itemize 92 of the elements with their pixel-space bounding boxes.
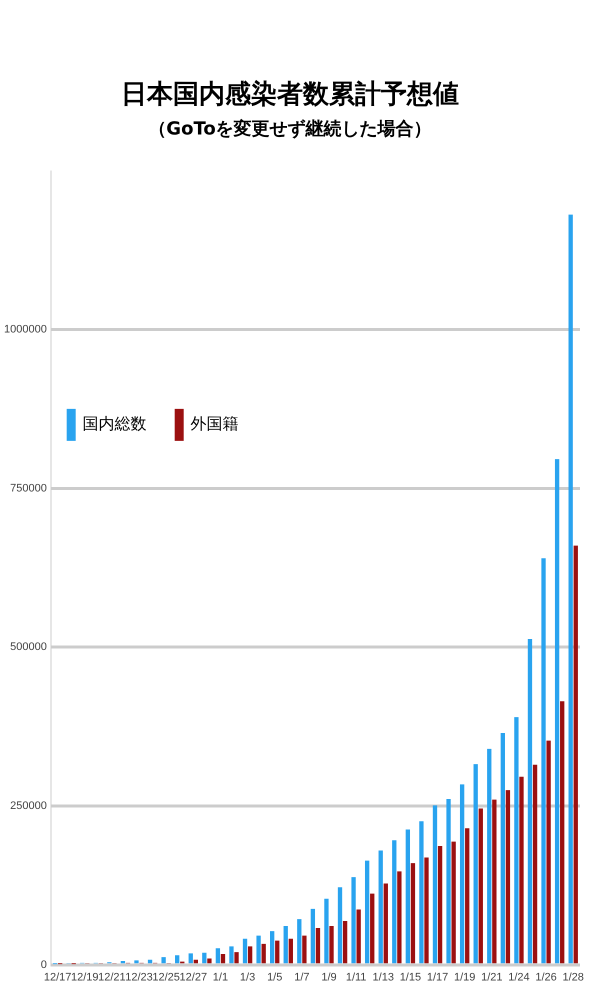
legend-label: 国内総数 xyxy=(82,414,147,434)
bar xyxy=(229,946,234,964)
bar xyxy=(378,850,383,964)
bar xyxy=(568,214,573,964)
bar xyxy=(216,948,220,964)
x-tick-label: 1/11 xyxy=(346,971,366,984)
x-tick-label: 1/7 xyxy=(294,971,310,984)
bar xyxy=(532,764,538,964)
bar xyxy=(438,846,442,964)
bar xyxy=(574,546,578,964)
x-tick-label: 1/3 xyxy=(240,971,256,984)
bar xyxy=(487,748,492,964)
bar xyxy=(397,871,402,964)
bar xyxy=(220,954,226,964)
bar xyxy=(297,919,302,964)
x-tick-label: 12/25 xyxy=(152,971,180,984)
bar xyxy=(310,908,316,964)
bar xyxy=(541,558,546,964)
bar xyxy=(356,910,361,964)
bar xyxy=(234,952,239,964)
bar xyxy=(248,946,252,964)
bar xyxy=(148,960,152,964)
x-tick-label: 1/28 xyxy=(562,971,584,984)
x-tick-label: 1/19 xyxy=(454,971,476,984)
x-tick-label: 12/19 xyxy=(70,971,99,984)
y-tick-label: 750000 xyxy=(10,482,47,494)
bar xyxy=(262,944,266,964)
bar xyxy=(284,926,288,964)
x-tick-label: 12/23 xyxy=(125,971,153,984)
x-tick-label: 12/21 xyxy=(98,971,126,984)
bar xyxy=(465,828,470,964)
bar xyxy=(120,960,126,964)
bar xyxy=(329,926,334,964)
bar xyxy=(351,877,356,964)
legend-label: 外国籍 xyxy=(190,414,239,434)
bar xyxy=(242,938,248,964)
bar xyxy=(410,863,416,964)
bar xyxy=(519,776,524,964)
x-tick-label: 1/5 xyxy=(267,971,282,984)
bar xyxy=(338,887,342,964)
bar xyxy=(554,459,560,964)
bar xyxy=(419,821,424,964)
x-tick-label: 1/15 xyxy=(400,971,422,984)
bar xyxy=(492,800,497,964)
x-tick-label: 12/27 xyxy=(180,971,208,984)
x-tick-label: 1/1 xyxy=(212,971,228,984)
bar xyxy=(175,955,180,964)
bar xyxy=(270,931,274,964)
bar xyxy=(384,883,388,964)
chart-subtitle: （GoToを変更せず継続した場合） xyxy=(148,118,432,140)
bar xyxy=(500,732,505,964)
bar xyxy=(207,958,212,964)
bar xyxy=(275,940,280,964)
x-tick-label: 12/17 xyxy=(44,971,72,984)
bar xyxy=(474,764,478,964)
bar xyxy=(370,894,374,964)
bar xyxy=(316,928,320,964)
bar xyxy=(188,953,193,964)
y-tick-label: 1000000 xyxy=(4,324,47,336)
bar xyxy=(446,799,451,964)
bar xyxy=(546,740,551,964)
bar xyxy=(406,830,410,964)
bar xyxy=(302,936,307,964)
y-tick-label: 250000 xyxy=(10,800,47,812)
bar xyxy=(514,717,519,964)
bar xyxy=(364,860,370,964)
x-tick-label: 1/13 xyxy=(372,971,394,984)
x-tick-label: 1/26 xyxy=(535,971,557,984)
bar xyxy=(324,898,329,964)
x-tick-label: 1/21 xyxy=(481,971,503,984)
bar xyxy=(478,808,483,964)
bar xyxy=(506,790,510,964)
bar xyxy=(460,784,464,964)
bar xyxy=(161,957,166,964)
bar xyxy=(451,842,456,964)
bar xyxy=(288,938,293,964)
x-tick-label: 1/24 xyxy=(508,971,530,984)
y-tick-label: 0 xyxy=(40,958,47,971)
bar xyxy=(528,638,532,964)
x-tick-label: 1/17 xyxy=(426,971,448,984)
chart-title: 日本国内感染者数累計予想値 xyxy=(121,79,459,110)
bar xyxy=(134,960,139,964)
bar xyxy=(560,701,564,964)
bar xyxy=(342,920,348,964)
bar xyxy=(392,840,396,964)
bar xyxy=(256,936,261,964)
y-tick-label: 500000 xyxy=(10,641,47,654)
bar xyxy=(202,952,206,964)
bar xyxy=(432,805,438,964)
bar xyxy=(194,960,198,964)
x-tick-label: 1/9 xyxy=(321,971,337,984)
bar xyxy=(424,857,429,964)
